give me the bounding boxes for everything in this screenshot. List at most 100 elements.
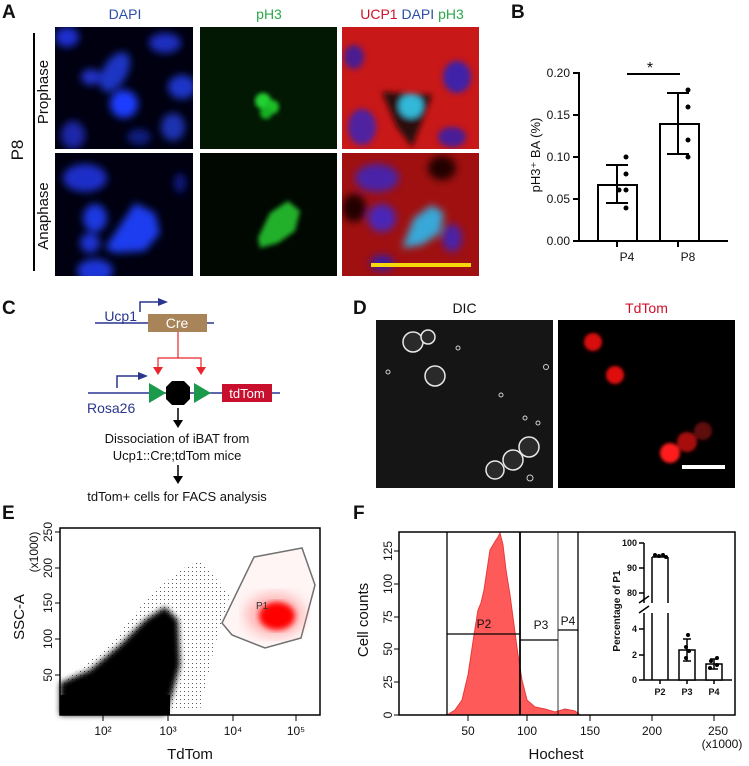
ytick: 250: [41, 522, 55, 542]
xtick: 100: [517, 724, 537, 738]
xtick: 10⁵: [287, 724, 305, 738]
inset-xtick-p2: P2: [654, 687, 665, 697]
x-axis-label: Hochest: [528, 746, 584, 763]
inset-ytick: 2: [632, 650, 637, 660]
ytick: 50: [41, 668, 55, 682]
inset-y-axis-label: Percentage of P1: [612, 570, 623, 652]
loxp-right-icon: [194, 383, 211, 403]
ytick: 100: [381, 574, 395, 594]
ytick: 200: [41, 558, 55, 578]
micrograph-anaphase-ph3: [200, 153, 337, 276]
panel-label-d: D: [353, 298, 367, 319]
xtick: 150: [580, 724, 600, 738]
micrograph-prophase-dapi: [55, 27, 193, 149]
tdtom-box: [222, 384, 272, 402]
ytick: 125: [381, 541, 395, 561]
merge-image: [342, 156, 462, 271]
xtick: 10³: [159, 724, 176, 738]
inset-ytick: 4: [632, 624, 637, 634]
tdtom-label: tdTom: [229, 386, 264, 401]
xtick-p8: P8: [681, 250, 696, 264]
step1-line1: Dissociation of iBAT from: [105, 431, 250, 446]
xtick-p4: P4: [620, 250, 635, 264]
tdtom-cells: [584, 333, 712, 463]
ytick: 100: [41, 629, 55, 649]
micrograph-prophase-merge: [342, 27, 479, 149]
inset-ytick: 100: [622, 538, 637, 548]
xtick: 50: [461, 724, 475, 738]
y-axis-label: Cell counts: [355, 583, 372, 657]
ytick: 0: [381, 711, 395, 718]
scale-bar: [682, 465, 725, 469]
ph3-image: [255, 93, 279, 119]
group-bracket: [33, 33, 35, 271]
merge-dapi: DAPI: [401, 6, 435, 22]
ytick: 0.20: [547, 66, 571, 80]
inset-xtick-p3: P3: [681, 687, 692, 697]
ytick: 0.00: [547, 234, 571, 248]
ph3-image: [258, 201, 300, 248]
micrograph-anaphase-dapi: [55, 153, 193, 276]
rosa26-label: Rosa26: [87, 400, 135, 416]
tdtom-image: [558, 320, 735, 488]
x-axis-label: TdTom: [167, 746, 213, 763]
genetic-diagram: Cre Ucp1 Rosa26 tdTom Dissociation of iB…: [87, 298, 280, 504]
ytick: 0.05: [547, 192, 571, 206]
ytick: 0.10: [547, 150, 571, 164]
dic-cells: [385, 329, 549, 482]
xtick: 10²: [94, 724, 111, 738]
gate-label-p1: P1: [256, 601, 269, 612]
cre-label: Cre: [166, 315, 189, 331]
xtick: 10⁴: [224, 724, 243, 738]
scale-bar: [371, 263, 471, 267]
xtick: 250: [708, 724, 728, 738]
inset-xtick-p4: P4: [708, 687, 719, 697]
y-axis-label: SSC-A: [11, 594, 28, 640]
panel-label-b: B: [511, 2, 525, 23]
col-title-ph3: pH3: [256, 6, 282, 22]
ytick: 25: [381, 675, 395, 689]
nuclei-image: [55, 27, 193, 149]
stop-cassette-icon: [166, 381, 190, 405]
bar-chart-b: 0.20 0.15 0.10 0.05 0.00 P4 P8 * pH3⁺ BA…: [528, 60, 728, 264]
inset-ytick: 90: [627, 563, 637, 573]
panel-label-e: E: [2, 503, 15, 524]
inset-ytick: 0: [632, 675, 637, 685]
row-label-anaphase: Anaphase: [35, 182, 52, 250]
merge-ph3: pH3: [438, 6, 464, 22]
tdtom-title: TdTom: [625, 300, 668, 316]
facs-scatter-e: P1 50 100 150 200 250 (x1000) 10² 10³ 10…: [11, 522, 321, 763]
gate-label-p2: P2: [477, 617, 492, 631]
inset-bar-chart: 100 90 80 4 2 0 P2 P3 P4 Percentage of P…: [612, 538, 732, 697]
ucp1-label: Ucp1: [104, 308, 137, 324]
inset-ytick: 80: [627, 588, 637, 598]
x-unit: (x1000): [702, 737, 743, 751]
merge-image: [344, 45, 471, 147]
ytick: 75: [381, 610, 395, 624]
merge-ucp1: UCP1: [360, 6, 398, 22]
loxp-left-icon: [149, 383, 166, 403]
ytick: 0.15: [547, 108, 571, 122]
step1-line2: Ucp1::Cre;tdTom mice: [113, 448, 242, 463]
xtick: 200: [642, 724, 662, 738]
panel-label-a: A: [2, 2, 16, 23]
ytick: 50: [381, 642, 395, 656]
cre-box: [148, 314, 207, 332]
col-title-dapi: DAPI: [108, 6, 142, 22]
facs-histogram-f: P2 P3 P4 0 25 50 75 100 125 50 100 150 2…: [355, 531, 743, 763]
y-axis-label: pH3⁺ BA (%): [528, 118, 543, 193]
group-label-p8: P8: [8, 139, 27, 161]
gate-label-p4: P4: [561, 614, 576, 628]
micrograph-prophase-ph3: [200, 27, 337, 149]
dic-image: [376, 320, 553, 488]
step2: tdTom+ cells for FACS analysis: [87, 489, 267, 504]
gate-label-p3: P3: [534, 618, 549, 632]
ytick: 150: [41, 593, 55, 613]
micrograph-anaphase-merge: [342, 153, 479, 276]
nuclei-image: [63, 164, 186, 276]
panel-label-c: C: [2, 298, 16, 319]
col-title-merge: UCP1 DAPI pH3: [342, 6, 482, 22]
panel-label-f: F: [353, 503, 365, 524]
significance-star: *: [647, 60, 653, 77]
row-label-prophase: Prophase: [35, 59, 52, 125]
